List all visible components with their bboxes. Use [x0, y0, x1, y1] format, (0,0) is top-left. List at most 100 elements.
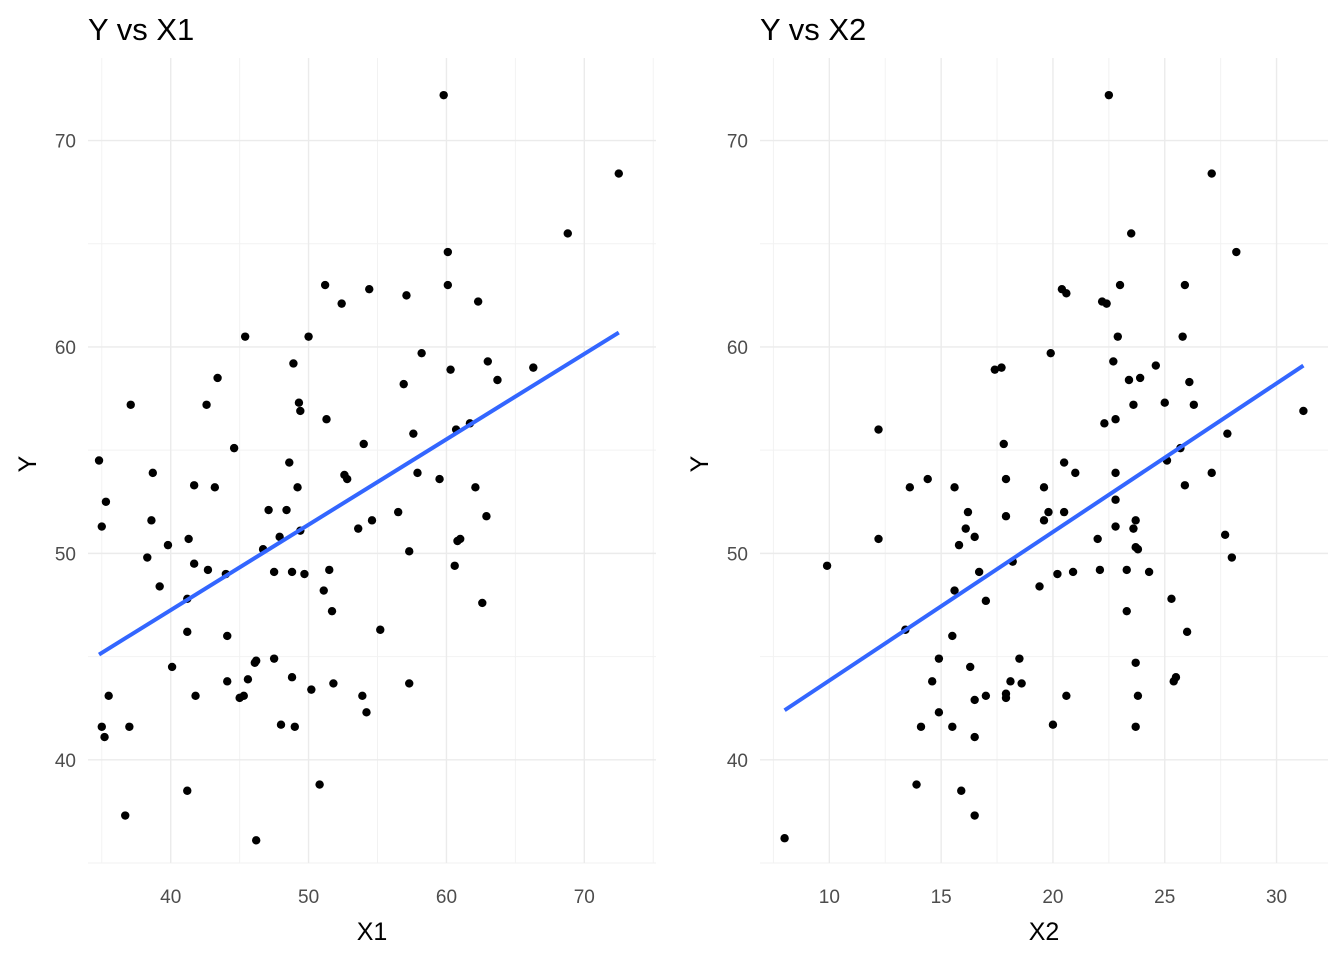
- data-point: [393, 507, 403, 517]
- data-point: [950, 586, 959, 595]
- data-point: [294, 398, 304, 407]
- data-point: [1185, 377, 1194, 387]
- data-point: [287, 567, 297, 577]
- data-point: [399, 379, 408, 389]
- data-point: [1093, 534, 1102, 544]
- data-point: [367, 516, 377, 525]
- data-point: [1122, 565, 1131, 575]
- data-point: [239, 691, 248, 701]
- x-axis-title: X2: [1029, 918, 1060, 946]
- data-point: [101, 497, 111, 506]
- data-point: [163, 540, 173, 550]
- x-tick-label: 25: [1154, 887, 1175, 908]
- data-point: [1059, 507, 1069, 517]
- data-point: [563, 229, 572, 238]
- data-point: [1039, 483, 1049, 492]
- data-point: [1053, 569, 1062, 579]
- data-point: [970, 532, 979, 542]
- data-point: [1171, 673, 1181, 682]
- data-point: [1151, 361, 1161, 370]
- data-point: [1044, 507, 1053, 517]
- data-point: [325, 565, 334, 575]
- data-point: [1001, 512, 1011, 521]
- data-point: [482, 512, 491, 521]
- data-point: [981, 691, 991, 701]
- data-point: [957, 786, 966, 795]
- data-point: [954, 540, 964, 550]
- data-point: [354, 524, 363, 533]
- data-point: [456, 534, 465, 544]
- data-point: [471, 483, 480, 492]
- data-point: [184, 534, 193, 544]
- data-point: [223, 677, 232, 686]
- data-point: [337, 299, 346, 308]
- data-point: [483, 357, 493, 366]
- data-point: [1167, 594, 1176, 603]
- data-point: [963, 507, 973, 517]
- data-point: [189, 559, 199, 568]
- scatter-plot-x2: 10 15 20 25 30 40 50 60 70 X2 Y: [686, 58, 1328, 946]
- data-point: [874, 425, 883, 434]
- data-point: [970, 695, 979, 705]
- data-point: [1122, 606, 1131, 616]
- data-point: [359, 439, 368, 449]
- data-point: [94, 456, 104, 465]
- data-point: [1104, 90, 1114, 100]
- y-tick-label: 60: [727, 338, 748, 359]
- y-tick-label: 50: [727, 544, 748, 565]
- data-point: [296, 406, 305, 416]
- data-point: [443, 280, 453, 290]
- data-point: [293, 483, 302, 492]
- data-point: [1223, 429, 1232, 438]
- data-point: [1160, 398, 1169, 407]
- data-point: [435, 474, 444, 484]
- scatter-plot-x1: 40 50 60 70 40 50 60 70 X1 Y: [14, 58, 656, 946]
- data-point: [304, 332, 313, 341]
- data-point: [997, 363, 1006, 372]
- data-point: [289, 359, 298, 368]
- data-point: [183, 627, 192, 637]
- data-point: [1111, 495, 1120, 504]
- data-point: [1111, 468, 1120, 478]
- data-point: [1113, 332, 1122, 341]
- data-point: [1006, 677, 1015, 686]
- data-point: [1102, 299, 1111, 308]
- chart-title: Y vs X1: [88, 12, 195, 47]
- data-point: [923, 474, 932, 484]
- data-point: [1133, 545, 1143, 554]
- data-point: [1127, 229, 1136, 238]
- x-tick-label: 40: [160, 887, 181, 908]
- data-point: [1133, 691, 1143, 701]
- data-point: [1131, 516, 1140, 525]
- data-point: [243, 675, 253, 684]
- data-point: [125, 722, 134, 731]
- data-point: [1232, 247, 1241, 257]
- data-point: [1109, 357, 1118, 366]
- data-point: [322, 415, 331, 424]
- data-point: [1100, 419, 1109, 428]
- data-point: [446, 365, 455, 374]
- data-point: [1062, 289, 1071, 298]
- data-point: [126, 400, 135, 409]
- data-point: [402, 291, 411, 300]
- y-tick-label: 50: [55, 544, 76, 565]
- data-point: [1035, 582, 1044, 591]
- data-point: [970, 732, 979, 742]
- data-point: [213, 373, 222, 383]
- data-point: [912, 780, 921, 789]
- data-point: [362, 708, 371, 717]
- data-point: [143, 553, 152, 562]
- data-point: [948, 722, 957, 731]
- data-point: [405, 547, 414, 556]
- plot-area: 10 15 20 25 30 40 50 60 70: [727, 58, 1328, 908]
- data-point: [285, 458, 294, 467]
- data-point: [493, 375, 502, 385]
- data-point: [1115, 280, 1125, 290]
- data-point: [948, 631, 957, 641]
- y-tick-label: 70: [727, 132, 748, 153]
- data-point: [473, 297, 483, 306]
- data-point: [1207, 169, 1216, 178]
- data-point: [1015, 654, 1024, 663]
- data-point: [1111, 415, 1120, 424]
- data-point: [927, 677, 937, 686]
